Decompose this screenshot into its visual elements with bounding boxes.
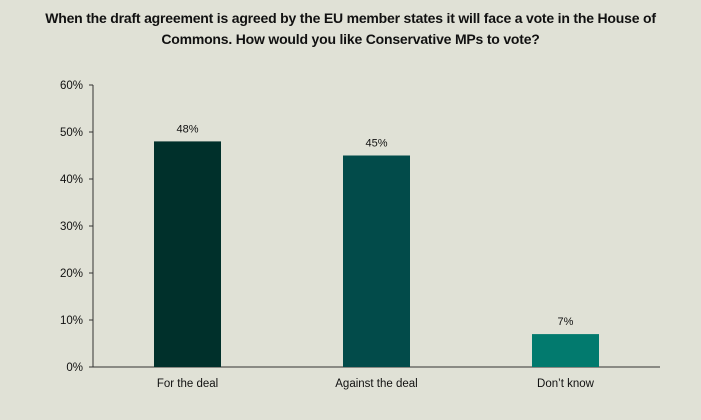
bar-value-label: 45% bbox=[365, 138, 387, 150]
bar bbox=[343, 155, 410, 367]
category-label: Don’t know bbox=[537, 378, 595, 390]
y-tick-label: 60% bbox=[60, 80, 83, 92]
y-tick-label: 40% bbox=[60, 174, 83, 186]
bar-value-label: 7% bbox=[558, 316, 574, 328]
y-tick-label: 0% bbox=[66, 362, 83, 374]
chart-title: When the draft agreement is agreed by th… bbox=[45, 10, 656, 47]
category-label: Against the deal bbox=[335, 378, 417, 390]
bar-value-label: 48% bbox=[176, 123, 198, 135]
y-tick-label: 20% bbox=[60, 268, 83, 280]
category-label: For the deal bbox=[157, 378, 218, 390]
bar bbox=[154, 141, 221, 367]
bar bbox=[532, 334, 599, 367]
y-tick-label: 30% bbox=[60, 221, 83, 233]
y-tick-label: 50% bbox=[60, 127, 83, 139]
y-tick-label: 10% bbox=[60, 315, 83, 327]
